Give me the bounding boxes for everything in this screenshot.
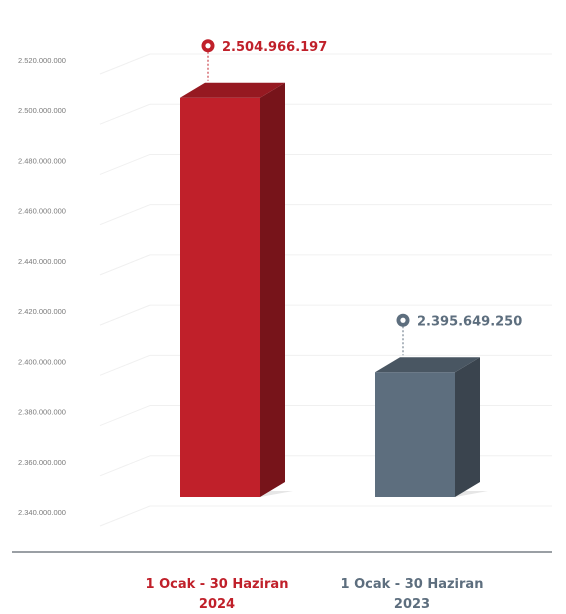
y-tick-label: 2.400.000.000 — [18, 357, 66, 366]
category-label: 1 Ocak - 30 Haziran — [341, 577, 484, 592]
grid-line-perspective — [99, 354, 151, 376]
value-marker-center — [400, 317, 406, 323]
grid-line-perspective — [99, 304, 151, 326]
value-marker-center — [205, 43, 211, 49]
grid-line-perspective — [99, 204, 151, 226]
grid-line-perspective — [99, 103, 151, 125]
y-tick-label: 2.440.000.000 — [18, 257, 66, 266]
y-tick-label: 2.460.000.000 — [18, 207, 66, 216]
bar-value-label: 2.395.649.250 — [417, 314, 522, 329]
bar-front — [375, 372, 455, 497]
grid-line-perspective — [99, 153, 151, 175]
y-tick-label: 2.500.000.000 — [18, 106, 66, 115]
grid-line-perspective — [99, 53, 151, 75]
y-tick-label: 2.420.000.000 — [18, 307, 66, 316]
bars: 2.504.966.197 2.395.649.250 — [180, 39, 522, 497]
bar-side — [260, 82, 285, 497]
category-label: 2023 — [394, 597, 430, 612]
bar-value-label: 2.504.966.197 — [222, 40, 327, 55]
bar-side — [455, 357, 480, 497]
bar-front — [180, 97, 260, 497]
y-tick-label: 2.520.000.000 — [18, 56, 66, 65]
bar-2023: 2.395.649.250 — [375, 313, 522, 497]
grid-line-perspective — [99, 405, 151, 427]
category-label: 2024 — [199, 597, 235, 612]
category-label: 1 Ocak - 30 Haziran — [146, 577, 289, 592]
y-axis-tick-labels: 2.340.000.000 2.360.000.000 2.380.000.000 2… — [18, 56, 66, 517]
bar-top — [375, 357, 480, 373]
bar-top — [180, 82, 285, 98]
bar-2024: 2.504.966.197 — [180, 39, 327, 497]
grid-line-perspective — [99, 254, 151, 276]
category-labels: 1 Ocak - 30 Haziran 2024 1 Ocak - 30 Hazir… — [146, 577, 484, 612]
y-tick-label: 2.360.000.000 — [18, 458, 66, 467]
y-tick-label: 2.480.000.000 — [18, 156, 66, 165]
grid-line-perspective — [99, 505, 151, 527]
y-tick-label: 2.380.000.000 — [18, 408, 66, 417]
grid-lines — [99, 53, 552, 527]
grid-line-perspective — [99, 455, 151, 477]
y-tick-label: 2.340.000.000 — [18, 508, 66, 517]
